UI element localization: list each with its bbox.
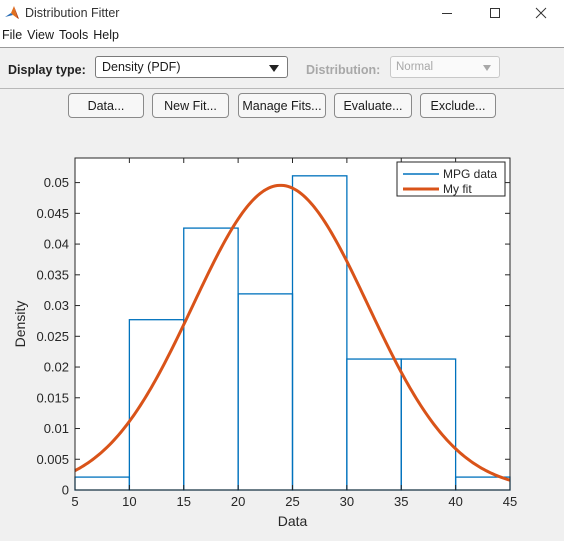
menu-separator (0, 47, 564, 48)
menu-bar: File View Tools Help (0, 28, 122, 46)
minimize-button[interactable] (424, 0, 470, 26)
y-tick-label: 0.04 (44, 237, 69, 252)
menu-view[interactable]: View (27, 28, 55, 42)
y-tick-label: 0.025 (36, 329, 69, 344)
close-button[interactable] (518, 0, 564, 26)
minimize-icon (442, 13, 452, 14)
plot-panel: 5 10 15 20 25 30 35 40 45 0 0.005 0.01 0.015 0.02 0.02… (0, 121, 564, 541)
y-tick-label: 0.035 (36, 267, 69, 282)
legend-label: MPG data (443, 167, 497, 181)
x-tick-label: 25 (285, 494, 299, 509)
data-button[interactable]: Data... (68, 93, 144, 118)
y-tick-label: 0.045 (36, 206, 69, 221)
distribution-label: Distribution: (306, 63, 381, 77)
y-axis-label: Density (12, 301, 28, 348)
dropdown-arrow-icon (483, 65, 491, 71)
x-tick-label: 40 (448, 494, 462, 509)
menu-help[interactable]: Help (93, 28, 119, 42)
maximize-icon (490, 8, 500, 18)
menu-tools[interactable]: Tools (59, 28, 89, 42)
x-axis-label: Data (278, 513, 308, 529)
y-tick-label: 0.02 (44, 360, 69, 375)
x-tick-label: 5 (71, 494, 78, 509)
close-icon (535, 7, 547, 19)
new-fit-button[interactable]: New Fit... (152, 93, 229, 118)
density-chart[interactable]: 5 10 15 20 25 30 35 40 45 0 0.005 0.01 0.015 0.02 0.02… (0, 121, 564, 541)
y-tick-label: 0.05 (44, 175, 69, 190)
y-tick-label: 0.01 (44, 421, 69, 436)
exclude-button[interactable]: Exclude... (420, 93, 496, 118)
title-bar: Distribution Fitter (0, 0, 564, 26)
x-tick-label: 35 (394, 494, 408, 509)
y-tick-label: 0.03 (44, 298, 69, 313)
x-tick-label: 45 (503, 494, 517, 509)
menu-file[interactable]: File (2, 28, 23, 42)
controls-panel: Display type: Density (PDF) Distribution… (0, 48, 564, 89)
display-type-value: Density (PDF) (102, 60, 181, 74)
x-tick-label: 30 (340, 494, 354, 509)
maximize-button[interactable] (472, 0, 518, 26)
evaluate-button[interactable]: Evaluate... (334, 93, 412, 118)
x-tick-label: 15 (177, 494, 191, 509)
display-type-label: Display type: (8, 63, 86, 77)
x-tick-label: 10 (122, 494, 136, 509)
distribution-dropdown: Normal (390, 56, 500, 78)
dropdown-arrow-icon (269, 65, 279, 72)
window-title: Distribution Fitter (25, 6, 120, 20)
legend-label: My fit (443, 182, 472, 196)
matlab-logo-icon (5, 6, 19, 19)
y-tick-label: 0.015 (36, 390, 69, 405)
y-tick-label: 0.005 (36, 452, 69, 467)
manage-fits-button[interactable]: Manage Fits... (238, 93, 326, 118)
action-buttons: Data... New Fit... Manage Fits... Evalua… (0, 89, 564, 121)
x-tick-label: 20 (231, 494, 245, 509)
distribution-value: Normal (396, 61, 434, 73)
display-type-dropdown[interactable]: Density (PDF) (95, 56, 288, 78)
y-tick-label: 0 (62, 483, 69, 498)
fit-curve (74, 183, 511, 482)
